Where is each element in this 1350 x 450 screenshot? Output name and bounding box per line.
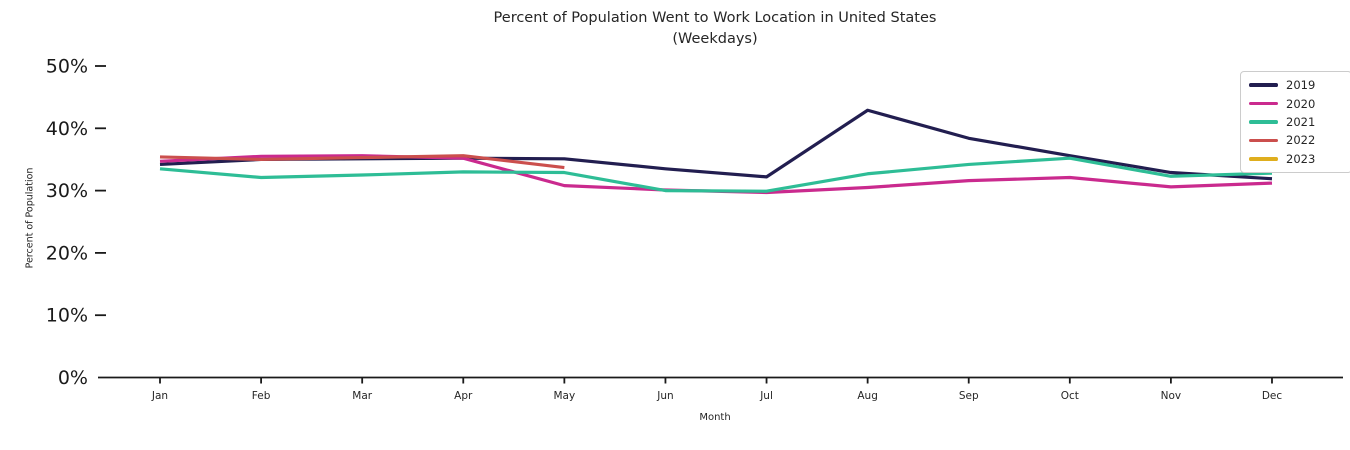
y-axis-label: Percent of Population (24, 167, 36, 269)
x-tick-label: Apr (454, 390, 473, 402)
chart-title: Percent of Population Went to Work Locat… (90, 8, 1340, 50)
y-tick-label: 40% (46, 118, 88, 140)
legend-label: 2022 (1286, 133, 1316, 148)
legend-swatch-2019 (1249, 83, 1278, 87)
x-tick-label: Jan (151, 390, 168, 402)
legend-item-2023: 2023 (1249, 150, 1345, 168)
y-tick-label: 20% (46, 242, 88, 264)
x-tick-label: Dec (1262, 390, 1283, 402)
y-tick-label: 0% (58, 367, 88, 389)
x-tick-label: Nov (1161, 390, 1182, 402)
x-tick-label: Mar (352, 390, 372, 402)
chart-title-line2: (Weekdays) (672, 31, 758, 47)
x-tick-label: Jul (759, 390, 773, 402)
legend: 2019 2020 2021 2022 2023 (1240, 71, 1350, 173)
legend-label: 2020 (1286, 96, 1316, 111)
series-line-2022 (159, 154, 565, 170)
legend-label: 2019 (1286, 78, 1316, 93)
series-line-2021 (159, 156, 1273, 193)
legend-swatch-2020 (1249, 101, 1278, 106)
x-tick-label: May (554, 390, 576, 402)
series-line-2019 (159, 108, 1273, 181)
x-tick-label: Sep (959, 390, 979, 402)
legend-swatch-2023 (1249, 156, 1278, 161)
x-tick-label: Oct (1061, 390, 1079, 402)
legend-label: 2023 (1286, 151, 1316, 166)
x-axis-label: Month (699, 412, 731, 423)
x-tick-label: Feb (252, 390, 271, 402)
legend-item-2020: 2020 (1249, 94, 1345, 112)
legend-swatch-2021 (1249, 120, 1278, 124)
x-tick-label: Jun (656, 390, 673, 402)
legend-swatch-2022 (1249, 138, 1278, 143)
y-tick-label: 50% (46, 56, 88, 78)
chart-title-line1: Percent of Population Went to Work Locat… (493, 10, 937, 26)
legend-label: 2021 (1286, 114, 1316, 129)
x-tick-label: Aug (857, 390, 878, 402)
legend-item-2022: 2022 (1249, 131, 1345, 149)
legend-item-2021: 2021 (1249, 113, 1345, 131)
legend-item-2019: 2019 (1249, 76, 1345, 94)
y-tick-label: 30% (46, 180, 88, 202)
y-tick-label: 10% (46, 305, 88, 327)
